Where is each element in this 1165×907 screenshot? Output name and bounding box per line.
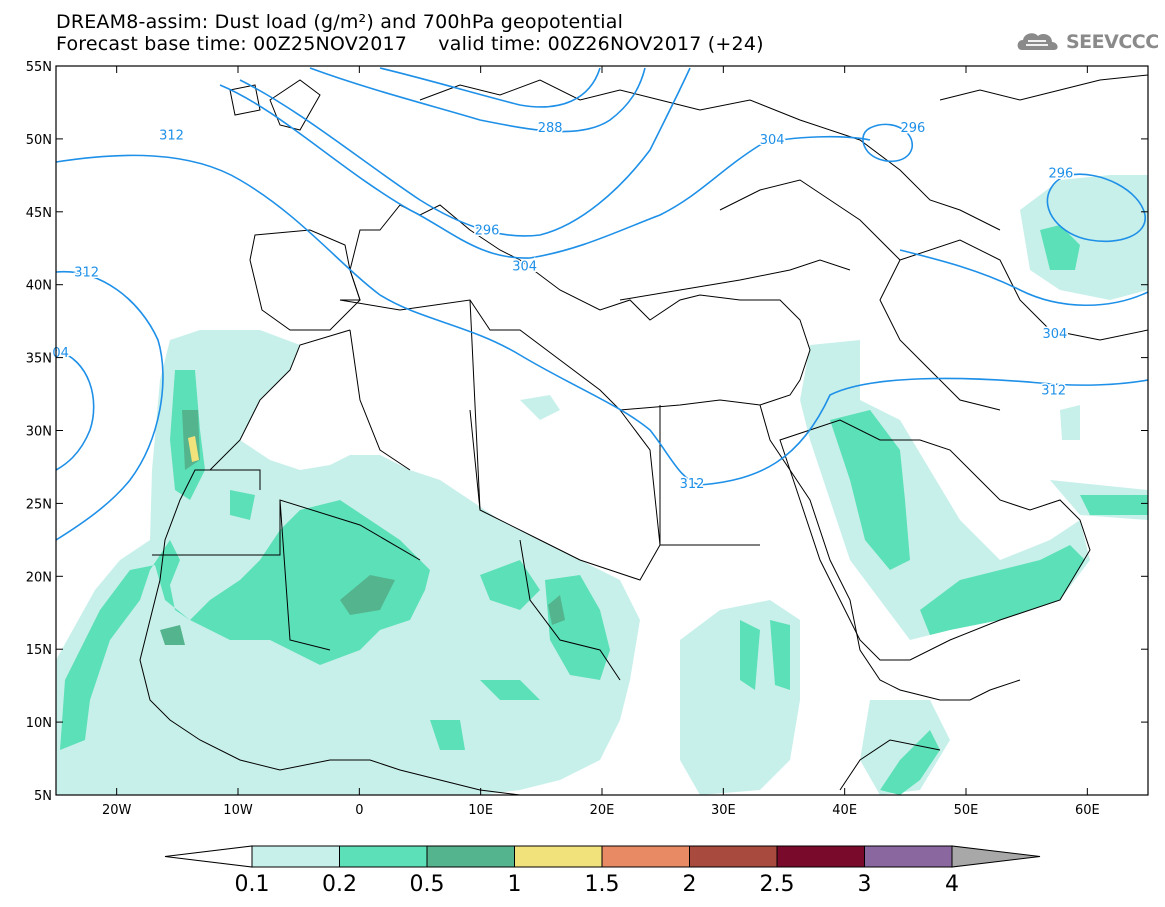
contour-label: 312: [159, 129, 184, 144]
lat-tick-label: 5N: [34, 789, 52, 804]
contour-label: 304: [512, 260, 537, 275]
colorbar-swatch: [514, 845, 603, 868]
colorbar-label: 1: [507, 872, 522, 897]
cloud-logo-icon: [1017, 33, 1058, 50]
lat-tick-label: 25N: [26, 497, 52, 512]
colorbar-swatch: [689, 845, 778, 868]
contour-label: 04: [52, 346, 69, 361]
contour-label: 304: [760, 133, 785, 148]
colorbar-label: 2: [682, 872, 697, 897]
longitude-axis: 20W 10W 0 10E 20E 30E 40E 50E 60E: [102, 66, 1100, 818]
dust-load-shading: [56, 175, 1148, 795]
colorbar-swatch: [601, 845, 690, 868]
contour-label: 296: [1049, 166, 1074, 181]
geopotential-contours: [55, 67, 1149, 541]
contour-label: 312: [680, 477, 705, 492]
lat-tick-label: 10N: [26, 716, 52, 731]
colorbar-swatch: [339, 845, 428, 868]
lat-tick-label: 30N: [26, 425, 52, 440]
lon-tick-label: 10E: [468, 803, 493, 818]
chart-title-line1: DREAM8-assim: Dust load (g/m²) and 700hP…: [56, 11, 624, 33]
coastlines: [139, 74, 1149, 796]
contour-label: 296: [900, 121, 925, 136]
lat-tick-label: 15N: [26, 643, 52, 658]
colorbar-label: 2.5: [759, 872, 795, 897]
colorbar-label: 0.5: [409, 872, 445, 897]
colorbar-swatch: [251, 845, 340, 868]
colorbar-over-arrow: [951, 845, 1041, 868]
lat-tick-label: 20N: [26, 570, 52, 585]
latitude-axis: 55N 50N 45N 40N 35N 30N 25N 20N 15N 10N 5N: [26, 60, 1148, 804]
lon-tick-label: 40E: [832, 803, 857, 818]
colorbar-label: 4: [945, 872, 959, 897]
lon-tick-label: 60E: [1075, 803, 1100, 818]
chart-title-line2: Forecast base time: 00Z25NOV2017 valid t…: [56, 33, 764, 55]
lat-tick-label: 40N: [26, 279, 52, 294]
colorbar-label: 1.5: [584, 872, 620, 897]
contour-label: 288: [538, 121, 563, 136]
contour-label: 312: [74, 266, 99, 281]
lon-tick-label: 20E: [590, 803, 615, 818]
contour-label: 296: [475, 223, 500, 238]
lon-tick-label: 20W: [102, 803, 132, 818]
colorbar-swatch: [426, 845, 515, 868]
lat-tick-label: 45N: [26, 206, 52, 221]
colorbar-under-arrow: [164, 845, 253, 868]
lat-tick-label: 50N: [26, 133, 52, 148]
lon-tick-label: 30E: [711, 803, 736, 818]
logo-text: SEEVCCC: [1066, 31, 1159, 53]
lon-tick-label: 10W: [223, 803, 253, 818]
lat-tick-label: 55N: [26, 60, 52, 75]
lon-tick-label: 0: [355, 803, 363, 818]
lon-tick-label: 50E: [954, 803, 979, 818]
colorbar-label: 3: [857, 872, 872, 897]
contour-label: 304: [1042, 327, 1067, 342]
colorbar-swatch: [864, 845, 953, 868]
colorbar-label: 0.1: [234, 872, 270, 897]
contour-label: 312: [1041, 384, 1066, 399]
lat-tick-label: 35N: [26, 352, 52, 367]
colorbar-label: 0.2: [322, 872, 357, 897]
colorbar: [164, 845, 1041, 868]
colorbar-swatch: [776, 845, 865, 868]
